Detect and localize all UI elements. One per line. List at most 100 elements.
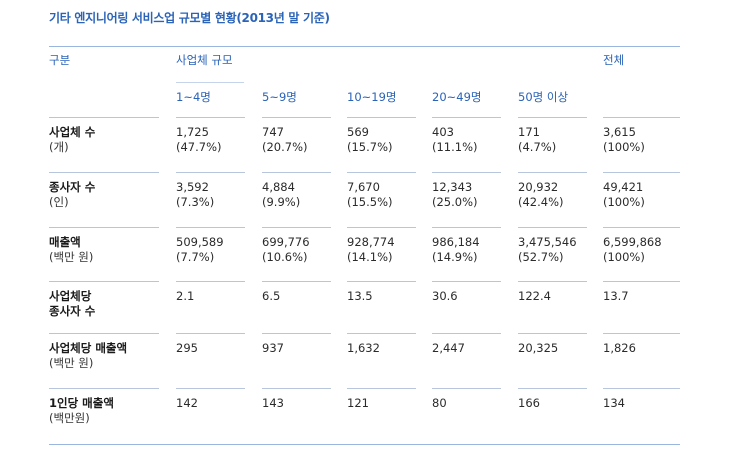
table-cell: 747 (20.7%) <box>262 125 308 155</box>
cell-value: 569 <box>347 125 369 139</box>
header-size-group: 사업체 규모 <box>176 53 233 67</box>
row-divider <box>176 333 245 334</box>
cell-value: 7,670 <box>347 180 380 194</box>
row-divider <box>262 333 331 334</box>
table-cell: 4,884 (9.9%) <box>262 180 300 210</box>
row-label-main: 매출액 <box>49 235 81 249</box>
row-divider <box>262 117 331 118</box>
cell-value: 166 <box>518 396 540 410</box>
cell-percent: (9.9%) <box>262 195 301 209</box>
cell-value: 3,475,546 <box>518 235 577 249</box>
cell-value: 171 <box>518 125 540 139</box>
cell-value: 4,884 <box>262 180 295 194</box>
cell-percent: (52.7%) <box>518 250 564 264</box>
row-label-sub: 종사자 수 <box>49 304 96 318</box>
row-divider <box>176 227 245 228</box>
row-divider <box>603 172 680 173</box>
table-cell: 2,447 <box>432 341 465 356</box>
cell-percent: (4.7%) <box>518 140 557 154</box>
row-divider <box>432 117 501 118</box>
row-divider <box>432 333 501 334</box>
row-label-main: 사업체당 매출액 <box>49 341 128 355</box>
cell-value: 937 <box>262 341 284 355</box>
row-label: 종사자 수 (인) <box>49 180 95 210</box>
row-label: 매출액 (백만 원) <box>49 235 93 265</box>
row-label: 1인당 매출액 (백만원) <box>49 396 114 426</box>
cell-value: 12,343 <box>432 180 473 194</box>
cell-value: 121 <box>347 396 369 410</box>
table-cell: 134 <box>603 396 625 411</box>
row-label-sub: (백만원) <box>49 411 90 425</box>
table-cell: 30.6 <box>432 289 458 304</box>
row-divider <box>49 333 159 334</box>
row-label-main: 1인당 매출액 <box>49 396 114 410</box>
row-divider <box>518 281 587 282</box>
row-divider <box>603 388 680 389</box>
cell-value: 509,589 <box>176 235 224 249</box>
cell-value: 986,184 <box>432 235 480 249</box>
table-cell: 699,776 (10.6%) <box>262 235 310 265</box>
row-label-main: 종사자 수 <box>49 180 96 194</box>
row-divider <box>603 227 680 228</box>
row-label: 사업체당 종사자 수 <box>49 289 95 319</box>
row-divider <box>432 227 501 228</box>
table-cell: 20,932 (42.4%) <box>518 180 564 210</box>
row-divider <box>432 388 501 389</box>
header-total: 전체 <box>603 53 625 67</box>
row-divider <box>518 117 587 118</box>
cell-value: 122.4 <box>518 289 551 303</box>
row-divider <box>518 172 587 173</box>
cell-value: 928,774 <box>347 235 395 249</box>
table-cell: 13.5 <box>347 289 373 304</box>
row-label-sub: (백만 원) <box>49 250 94 264</box>
cell-percent: (15.5%) <box>347 195 393 209</box>
cell-value: 3,592 <box>176 180 209 194</box>
cell-value: 2.1 <box>176 289 195 303</box>
cell-value: 49,421 <box>603 180 644 194</box>
cell-value: 1,826 <box>603 341 636 355</box>
cell-percent: (7.3%) <box>176 195 215 209</box>
row-label-main: 사업체당 <box>49 289 92 303</box>
cell-value: 699,776 <box>262 235 310 249</box>
row-divider <box>49 388 159 389</box>
table-top-rule <box>49 46 680 47</box>
table-cell: 569 (15.7%) <box>347 125 393 155</box>
table-cell: 1,725 (47.7%) <box>176 125 222 155</box>
row-divider <box>518 388 587 389</box>
table-cell: 12,343 (25.0%) <box>432 180 478 210</box>
cell-percent: (7.7%) <box>176 250 215 264</box>
cell-percent: (20.7%) <box>262 140 308 154</box>
row-label-main: 사업체 수 <box>49 125 96 139</box>
row-divider <box>432 172 501 173</box>
table-cell: 1,826 <box>603 341 636 356</box>
row-divider <box>49 281 159 282</box>
cell-value: 6.5 <box>262 289 281 303</box>
row-label-sub: (인) <box>49 195 69 209</box>
cell-percent: (100%) <box>603 250 645 264</box>
row-divider <box>347 227 416 228</box>
cell-value: 80 <box>432 396 447 410</box>
table-title: 기타 엔지니어링 서비스업 규모별 현황(2013년 말 기준) <box>49 11 330 25</box>
table-cell: 80 <box>432 396 447 411</box>
table-cell: 509,589 (7.7%) <box>176 235 224 265</box>
table-cell: 6.5 <box>262 289 280 304</box>
header-col-2: 5~9명 <box>262 90 297 104</box>
row-label-sub: (개) <box>49 140 69 154</box>
row-divider <box>49 117 159 118</box>
cell-value: 1,725 <box>176 125 209 139</box>
cell-value: 134 <box>603 396 625 410</box>
table-cell: 122.4 <box>518 289 551 304</box>
row-divider <box>176 281 245 282</box>
cell-value: 403 <box>432 125 454 139</box>
table-cell: 6,599,868 (100%) <box>603 235 662 265</box>
row-divider <box>347 333 416 334</box>
table-cell: 171 (4.7%) <box>518 125 556 155</box>
cell-value: 30.6 <box>432 289 458 303</box>
row-divider <box>49 227 159 228</box>
table-cell: 143 <box>262 396 284 411</box>
cell-value: 20,325 <box>518 341 559 355</box>
header-category: 구분 <box>49 53 71 67</box>
row-divider <box>347 281 416 282</box>
table-cell: 928,774 (14.1%) <box>347 235 395 265</box>
row-divider <box>603 333 680 334</box>
